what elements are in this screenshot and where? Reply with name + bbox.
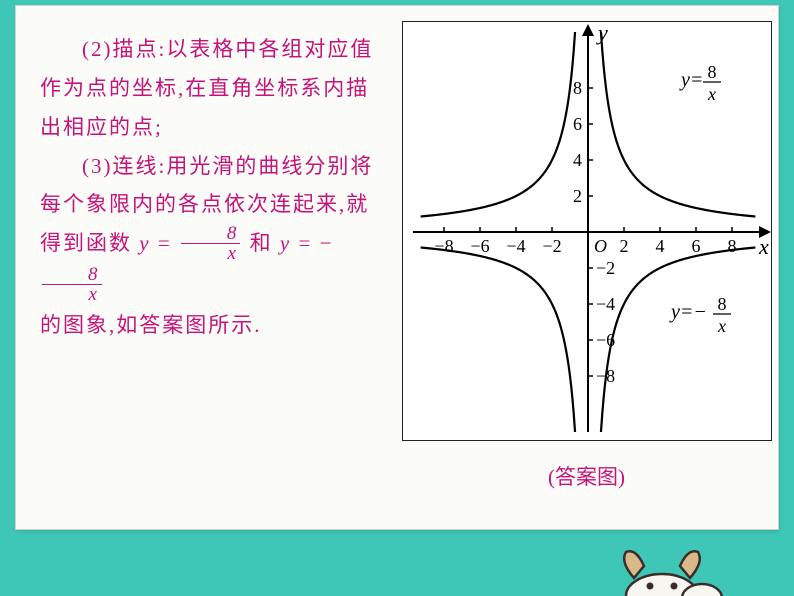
svg-text:y=−: y=−: [669, 301, 707, 323]
svg-text:−4: −4: [506, 236, 525, 256]
dog-decoration: [614, 526, 734, 596]
frac-8x-1: 8x: [181, 224, 241, 263]
svg-text:4: 4: [655, 236, 664, 256]
svg-text:4: 4: [573, 150, 582, 170]
chart-svg: −8−6−4−224682468−2−4−6−8xyOy=8xy=−8x: [403, 22, 773, 442]
page-card: (2)描点:以表格中各组对应值作为点的坐标,在直角坐标系内描出相应的点; (3)…: [15, 5, 779, 530]
svg-text:6: 6: [691, 236, 700, 256]
num-1: 8: [181, 224, 241, 244]
svg-text:y=: y=: [679, 69, 703, 91]
svg-text:−4: −4: [596, 294, 615, 314]
svg-text:−8: −8: [434, 236, 453, 256]
svg-text:x: x: [707, 84, 716, 104]
svg-text:x: x: [717, 316, 726, 336]
answer-chart: −8−6−4−224682468−2−4−6−8xyOy=8xy=−8x: [402, 21, 772, 441]
svg-text:x: x: [758, 234, 769, 259]
svg-text:2: 2: [619, 236, 628, 256]
svg-text:O: O: [594, 236, 607, 256]
and-text: 和: [250, 231, 280, 255]
paragraph-3: (3)连线:用光滑的曲线分别将每个象限内的各点依次连起来,就得到函数 y = 8…: [40, 147, 385, 306]
svg-text:8: 8: [727, 236, 736, 256]
svg-text:2: 2: [573, 186, 582, 206]
svg-text:−2: −2: [596, 258, 615, 278]
num-2: 8: [42, 265, 102, 285]
svg-text:−2: −2: [542, 236, 561, 256]
figure-column: −8−6−4−224682468−2−4−6−8xyOy=8xy=−8x (答案…: [395, 6, 778, 529]
svg-text:8: 8: [707, 62, 716, 82]
figure-caption: (答案图): [548, 461, 625, 491]
eq-sign-2: = −: [291, 231, 333, 255]
text-column: (2)描点:以表格中各组对应值作为点的坐标,在直角坐标系内描出相应的点; (3)…: [16, 6, 395, 529]
eq-sign-1: =: [151, 231, 179, 255]
svg-text:6: 6: [573, 114, 582, 134]
paragraph-2: (2)描点:以表格中各组对应值作为点的坐标,在直角坐标系内描出相应的点;: [40, 30, 385, 147]
svg-text:8: 8: [573, 78, 582, 98]
paragraph-3-tail: 的图象,如答案图所示.: [40, 306, 385, 345]
svg-text:8: 8: [717, 294, 726, 314]
y-var-1: y: [139, 231, 150, 255]
den-1: x: [181, 244, 241, 263]
y-var-2: y: [280, 231, 291, 255]
den-2: x: [42, 285, 102, 304]
frac-8x-2: 8x: [42, 265, 102, 304]
svg-text:−6: −6: [470, 236, 489, 256]
